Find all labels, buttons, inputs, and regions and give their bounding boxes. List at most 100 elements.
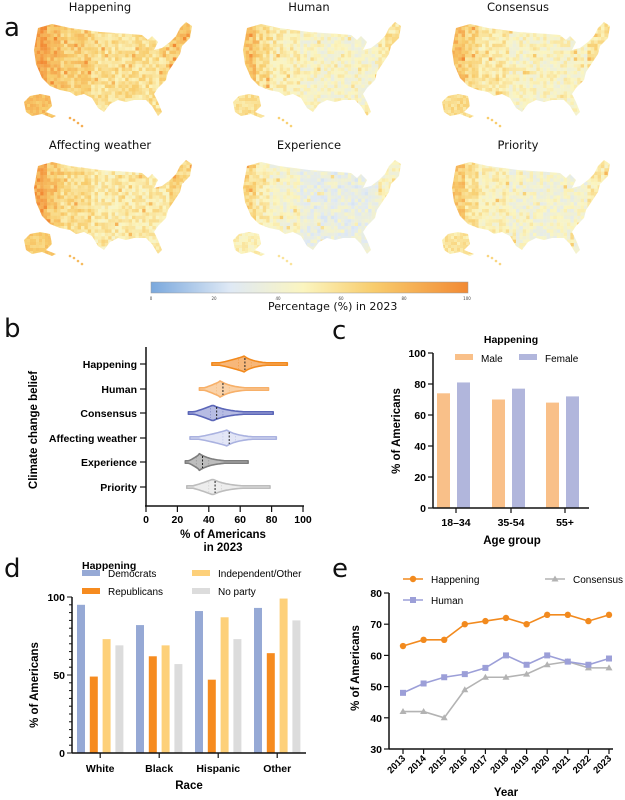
bar-republicans-2 <box>207 679 216 753</box>
y-axis-label: % of Americans <box>29 642 41 728</box>
bar-democrats-0 <box>77 604 85 753</box>
legend-label: Consensus <box>573 575 623 586</box>
data-point <box>461 621 468 628</box>
data-point <box>502 673 510 680</box>
y-tick-label: 50 <box>370 682 382 694</box>
colorbar-tick-0: 0 <box>149 296 153 301</box>
data-point <box>399 642 407 650</box>
bar-independent-other-3 <box>279 598 288 753</box>
y-tick-label: 60 <box>370 650 382 662</box>
violin-human <box>198 380 270 398</box>
violin-affecting-weather <box>189 429 278 447</box>
legend-title: Happening <box>82 560 136 572</box>
data-point <box>399 708 407 715</box>
legend-marker <box>410 597 416 603</box>
x-tick-label: 2015 <box>427 753 450 776</box>
x-axis-label: Age group <box>483 535 541 547</box>
y-tick-label: 40 <box>414 441 426 453</box>
data-point <box>461 686 469 693</box>
data-point <box>523 661 530 668</box>
data-point <box>420 708 428 715</box>
violin-happening <box>211 355 289 373</box>
y-tick-label: 100 <box>47 592 65 604</box>
y-tick-label: 40 <box>370 713 382 725</box>
violin-consensus <box>187 404 274 422</box>
us-map-affecting-weather <box>24 160 192 266</box>
violin-shape <box>211 355 289 373</box>
x-tick-label: Other <box>263 763 291 775</box>
x-tick-label: 2019 <box>509 753 532 776</box>
legend-label: Independent/Other <box>218 569 302 580</box>
data-point <box>400 689 406 696</box>
bar-independent-other-1 <box>161 645 170 753</box>
maps-figure <box>24 22 610 266</box>
x-tick-label: Black <box>145 763 173 775</box>
data-point <box>606 655 612 662</box>
bar-no-party-3 <box>292 620 301 753</box>
category-label: Experience <box>81 457 137 469</box>
y-tick-label: 0 <box>59 748 65 760</box>
category-label: Priority <box>100 482 137 494</box>
panel-label-e: e <box>332 554 348 584</box>
bar-chart-race: Happening Democrats Republicans Independen… <box>29 560 306 792</box>
map-title-happening: Happening <box>68 0 132 14</box>
data-point <box>461 671 468 678</box>
y-tick-label: 50 <box>53 670 65 682</box>
bar-republicans-1 <box>148 656 157 753</box>
legend-swatch <box>82 570 100 576</box>
us-map-human <box>233 22 401 128</box>
y-axis-label: Climate change belief <box>28 371 40 489</box>
legend-marker <box>409 575 417 583</box>
bar-no-party-1 <box>174 664 183 753</box>
data-point <box>585 617 592 625</box>
legend-label: Male <box>481 354 503 365</box>
x-tick-label: White <box>86 763 115 775</box>
x-tick-label: 2018 <box>488 753 511 776</box>
bar-independent-other-2 <box>220 617 229 753</box>
y-tick-label: 60 <box>414 410 426 422</box>
y-tick-label: 80 <box>370 588 382 600</box>
colorbar <box>150 281 469 294</box>
colorbar-tick-80: 80 <box>401 296 407 301</box>
legend-swatch <box>192 588 210 594</box>
x-tick-label: 60 <box>234 514 246 526</box>
x-tick-label: Hispanic <box>196 763 240 775</box>
bar-democrats-2 <box>195 611 203 753</box>
map-title-affecting-weather: Affecting weather <box>48 138 152 152</box>
x-tick-label: 35-54 <box>498 517 525 529</box>
violin-shape <box>189 429 278 447</box>
bar-male-0 <box>437 393 450 508</box>
legend-label: Female <box>545 354 579 365</box>
y-axis-label: % of Americans <box>391 388 403 474</box>
map-title-consensus: Consensus <box>487 0 549 14</box>
data-point <box>482 617 489 625</box>
bar-female-0 <box>457 382 470 508</box>
bar-democrats-1 <box>136 625 144 753</box>
map-title-experience: Experience <box>276 138 342 152</box>
data-point <box>441 636 448 643</box>
bar-female-2 <box>566 396 579 508</box>
us-map-experience <box>233 160 401 266</box>
x-axis-label: % of Americans <box>180 529 266 541</box>
x-tick-label: 100 <box>294 514 312 526</box>
data-point <box>543 661 551 668</box>
bar-female-1 <box>512 388 525 508</box>
map-title-human: Human <box>288 0 330 14</box>
legend-label: Happening <box>431 575 479 586</box>
colorbar-tick-100: 100 <box>463 296 471 301</box>
category-label: Affecting weather <box>49 433 137 445</box>
x-tick-label: 55+ <box>556 517 574 529</box>
data-point <box>420 680 427 687</box>
x-tick-label: 2013 <box>385 753 408 776</box>
violin-experience <box>184 452 249 472</box>
x-tick-label: 2021 <box>550 753 573 776</box>
legend-swatch <box>82 588 100 594</box>
series-line <box>403 660 609 719</box>
data-point <box>544 611 551 619</box>
x-axis-label: Race <box>175 780 203 792</box>
x-tick-label: 20 <box>172 514 184 526</box>
us-map-priority <box>442 160 610 266</box>
data-point <box>544 652 551 659</box>
data-point <box>420 636 427 643</box>
data-point <box>481 673 489 680</box>
